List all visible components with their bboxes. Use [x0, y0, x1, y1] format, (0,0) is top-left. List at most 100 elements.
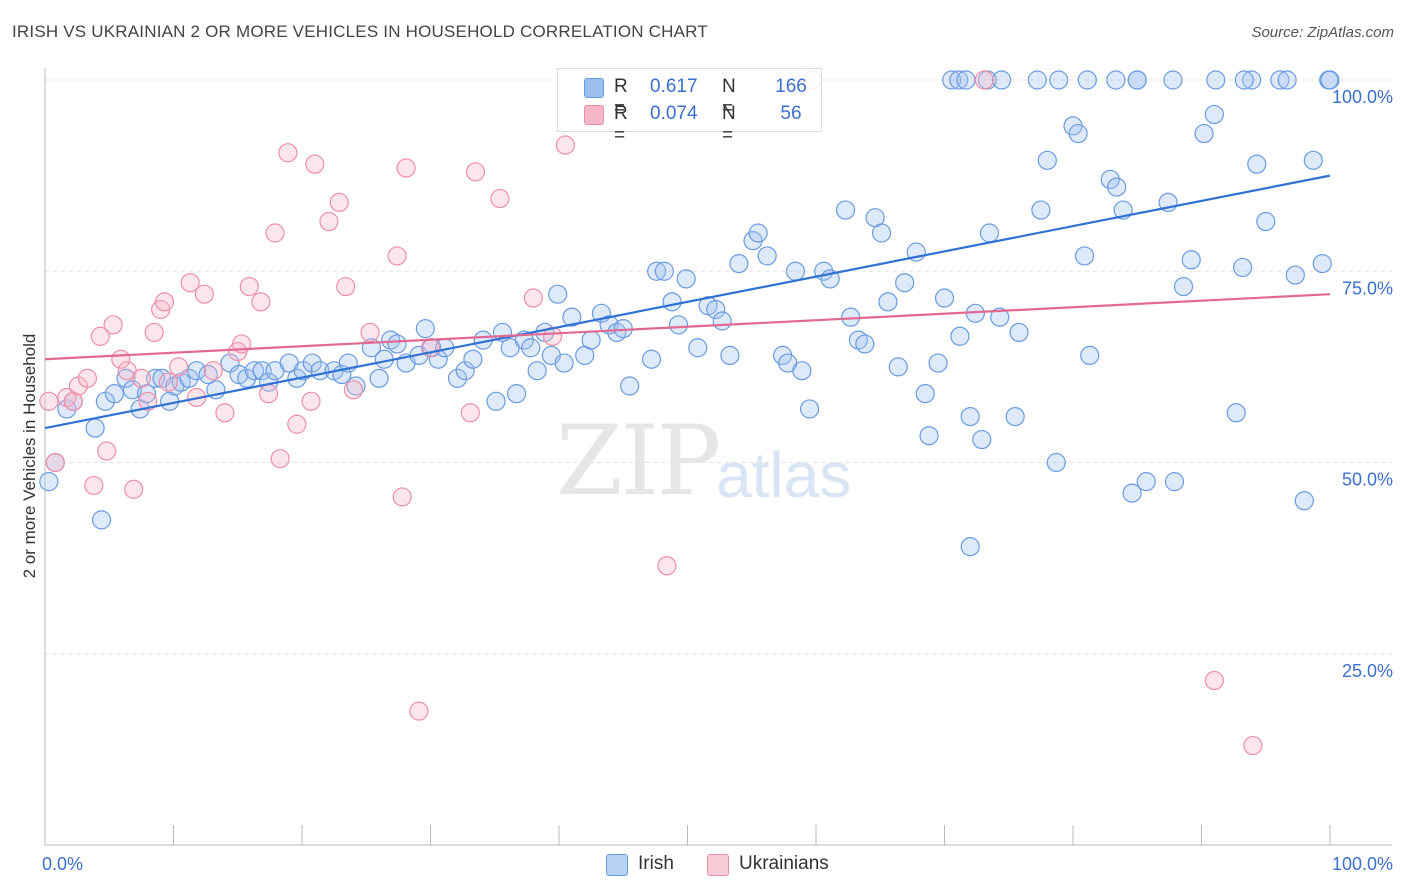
irish-point: [757, 246, 777, 266]
irish-point: [799, 399, 820, 419]
ukrainian-point: [169, 357, 189, 377]
ukrainian-trend-line: [44, 293, 1331, 361]
ukrainian-point: [270, 449, 290, 469]
ukrainian-point: [657, 556, 677, 576]
irish-point: [960, 537, 980, 557]
irish-point: [1285, 265, 1305, 285]
ukrainian-point: [154, 292, 175, 312]
irish-point: [506, 384, 527, 404]
irish-point: [956, 70, 976, 90]
irish-point: [136, 384, 157, 404]
irish-point: [792, 361, 812, 381]
ukrainian-point: [265, 223, 285, 243]
ukrainian-point: [239, 276, 259, 297]
irish-point: [1127, 70, 1147, 90]
irish-point: [915, 384, 935, 404]
ukrainian-point: [343, 380, 363, 400]
irish-point: [1233, 257, 1253, 278]
irish-point: [463, 349, 483, 369]
irish-point: [85, 418, 105, 438]
ukrainian-point: [460, 403, 480, 423]
irish-point: [455, 361, 475, 381]
y-tick-label: 75.0%: [1342, 278, 1393, 298]
irish-point: [934, 288, 955, 308]
irish-point: [1242, 70, 1262, 90]
irish-point: [1046, 452, 1066, 473]
irish-point: [1074, 246, 1095, 266]
irish-point: [1068, 123, 1088, 144]
ukrainian-point: [158, 372, 178, 392]
irish-point: [39, 472, 59, 492]
irish-point: [1247, 154, 1267, 174]
irish-point: [1106, 70, 1126, 90]
irish-point: [1077, 70, 1097, 90]
ukrainian-point: [387, 246, 407, 266]
irish-point: [688, 338, 708, 358]
irish-point: [641, 349, 662, 369]
ukrainian-point: [1204, 670, 1224, 691]
y-tick-label: 100.0%: [1332, 87, 1393, 107]
ukrainian-point: [124, 479, 144, 499]
irish-point: [581, 330, 601, 350]
ukrainian-points: [39, 70, 1263, 756]
irish-point: [720, 345, 740, 365]
r-label: R =: [614, 103, 628, 146]
r-value-irish: 0.617: [650, 76, 698, 97]
irish-point: [302, 353, 322, 373]
r-value-ukrainians: 0.074: [650, 103, 698, 124]
n-label: N =: [722, 76, 736, 119]
ukrainian-point: [278, 143, 298, 163]
ukrainian-point: [490, 188, 510, 209]
irish-point: [1049, 70, 1069, 90]
ukrainian-point: [396, 158, 416, 178]
irish-points: [39, 70, 1340, 557]
watermark-zip: ZIP: [556, 405, 721, 517]
irish-point: [785, 261, 806, 281]
legend: Irish Ukrainians: [0, 852, 1406, 878]
legend-label-ukrainians: Ukrainians: [739, 853, 829, 874]
irish-point: [1206, 70, 1226, 90]
irish-point: [447, 368, 468, 388]
irish-point: [1270, 70, 1290, 90]
irish-point: [145, 368, 166, 388]
irish-point: [888, 357, 908, 377]
n-value-ukrainians: 56: [780, 103, 802, 124]
trend-lines: [44, 174, 1331, 430]
ukrainian-point: [103, 315, 123, 335]
irish-point: [979, 223, 1000, 243]
irish-point: [620, 376, 640, 396]
irish-point: [244, 361, 265, 381]
ukrainian-point: [138, 391, 158, 411]
irish-point: [116, 368, 136, 388]
irish-point: [1107, 177, 1127, 197]
ukrainian-point: [84, 475, 104, 496]
ukrainian-point: [194, 284, 214, 304]
irish-point: [835, 200, 856, 220]
ukrainian-point: [63, 391, 83, 411]
irish-point: [895, 273, 915, 293]
ukrainian-point: [258, 384, 279, 404]
ukrainian-point: [329, 192, 349, 212]
n-value-irish: 166: [775, 76, 807, 97]
ukrainian-point: [319, 211, 339, 232]
y-tick-label: 50.0%: [1342, 470, 1393, 490]
ukrainian-point: [39, 391, 59, 411]
irish-point: [855, 334, 875, 354]
stats-swatch-irish: [584, 78, 604, 98]
x-tick-label: 0.0%: [42, 854, 83, 874]
irish-point: [104, 384, 124, 404]
ukrainian-point: [77, 368, 98, 388]
irish-point: [960, 407, 980, 427]
irish-point: [415, 319, 435, 339]
irish-point: [1234, 70, 1254, 90]
irish-point: [949, 70, 969, 90]
x-tick-label: 100.0%: [1332, 854, 1393, 874]
ukrainian-point: [131, 368, 151, 388]
irish-point: [486, 391, 506, 411]
irish-point: [654, 261, 674, 281]
axes: [44, 68, 1392, 846]
irish-point: [1173, 276, 1194, 297]
ukrainian-point: [203, 361, 223, 381]
irish-point: [1136, 472, 1156, 492]
irish-point: [562, 307, 582, 327]
